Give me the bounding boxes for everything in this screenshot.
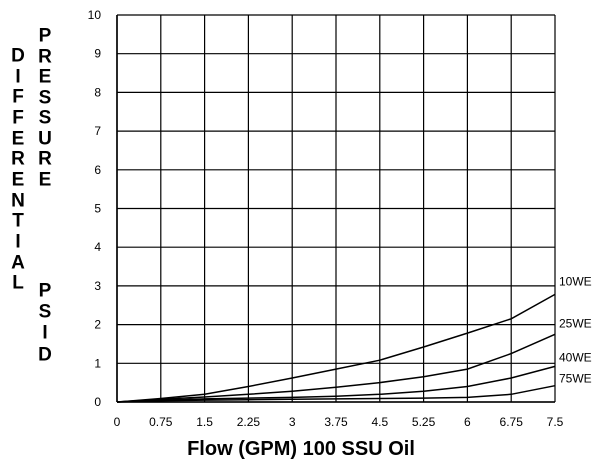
- x-tick-label: 4.5: [371, 415, 388, 429]
- y-tick-label: 0: [94, 395, 101, 409]
- y-axis-label-char: P: [38, 280, 52, 302]
- series-label-40we: 40WE: [559, 350, 592, 364]
- y-tick-label: 10: [88, 8, 102, 22]
- y-tick-label: 1: [94, 356, 101, 370]
- y-axis-label-char: D: [11, 45, 25, 67]
- y-axis-label-char: T: [12, 210, 24, 232]
- y-axis-label-char: I: [42, 322, 48, 344]
- x-tick-label: 2.25: [237, 415, 261, 429]
- y-tick-label: 9: [94, 47, 101, 61]
- x-tick-label: 3.75: [324, 415, 348, 429]
- y-axis-label-char: E: [11, 128, 25, 150]
- y-axis-label-char: F: [12, 86, 24, 108]
- series-label-25we: 25WE: [559, 316, 592, 330]
- x-tick-label: 7.5: [547, 415, 564, 429]
- series-label-75we: 75WE: [559, 372, 592, 386]
- y-axis-label-char: S: [38, 301, 52, 323]
- y-tick-label: 2: [94, 318, 101, 332]
- series-line-10we: [116, 293, 556, 403]
- x-tick-label: 0.75: [149, 415, 173, 429]
- y-axis-label-char: F: [12, 107, 24, 129]
- x-axis-title: Flow (GPM) 100 SSU Oil: [187, 438, 415, 460]
- y-axis-label-char: R: [38, 148, 52, 170]
- series-line-40we: [116, 365, 556, 403]
- y-axis-label-char: R: [11, 148, 25, 170]
- y-tick-label: 7: [94, 124, 101, 138]
- y-tick-label: 4: [94, 240, 101, 254]
- y-axis-label-char: A: [11, 252, 25, 274]
- y-axis-label-char: E: [11, 169, 25, 191]
- y-axis-label-char: D: [38, 344, 52, 366]
- y-axis-label-char: P: [38, 25, 52, 47]
- y-axis-label-char: S: [38, 87, 52, 109]
- y-axis-label-char: U: [38, 128, 52, 150]
- y-axis-label-char: L: [12, 272, 24, 294]
- x-tick-label: 5.25: [412, 415, 436, 429]
- y-axis-label-char: R: [38, 46, 52, 68]
- y-axis-label-char: I: [15, 66, 21, 88]
- x-tick-label: 1.5: [196, 415, 213, 429]
- series-line-25we: [116, 333, 556, 403]
- y-axis-label-char: E: [38, 169, 52, 191]
- y-axis-label-char: E: [38, 66, 52, 88]
- x-tick-label: 3: [289, 415, 296, 429]
- y-tick-label: 3: [94, 279, 101, 293]
- series-label-10we: 10WE: [559, 274, 592, 288]
- y-axis-label-char: I: [15, 231, 21, 253]
- y-tick-label: 6: [94, 163, 101, 177]
- x-tick-label: 6: [464, 415, 471, 429]
- series-line-75we: [116, 384, 556, 403]
- y-axis-label-char: N: [11, 190, 25, 212]
- y-tick-label: 5: [94, 202, 101, 216]
- x-tick-label: 0: [114, 415, 121, 429]
- x-tick-label: 6.75: [500, 415, 524, 429]
- y-tick-label: 8: [94, 85, 101, 99]
- y-axis-label-char: S: [38, 107, 52, 129]
